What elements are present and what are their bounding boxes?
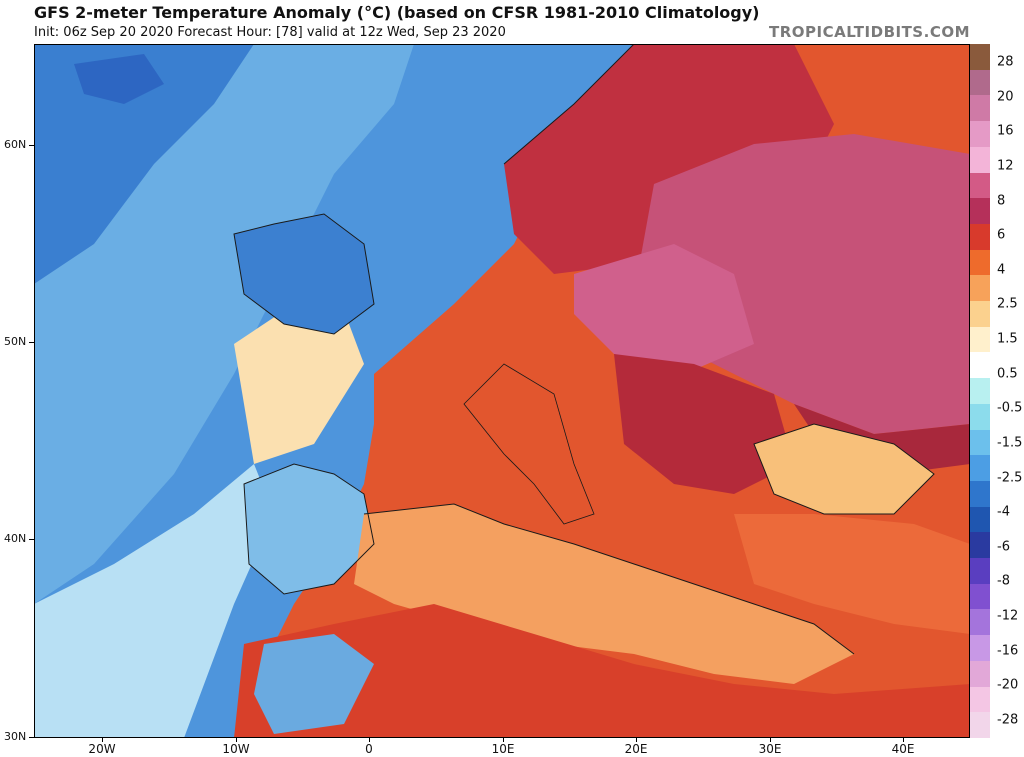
morocco-cool-area [254, 634, 374, 734]
scandinavia-coastline [503, 44, 635, 165]
colorbar-segment [970, 95, 990, 122]
iceland-area [74, 54, 164, 104]
british-isles-cool-area [234, 214, 374, 334]
colorbar-segment [970, 660, 990, 688]
lon-label-30e: 30E [758, 742, 782, 756]
colorbar-segment [970, 198, 990, 225]
british-isles-coastline [233, 213, 375, 335]
colorbar-segment [970, 146, 990, 174]
anomaly-map [34, 44, 970, 738]
tick-mark-10e [503, 738, 504, 742]
colorbar-segment [970, 403, 990, 431]
colorbar-label: -16 [997, 643, 1019, 659]
colorbar-label: 2.5 [997, 296, 1018, 312]
mediterranean-coastline [363, 503, 855, 655]
map-subtitle: Init: 06z Sep 20 2020 Forecast Hour: [78… [34, 25, 506, 40]
scandinavia-anomaly [504, 44, 834, 274]
colorbar-segment [970, 583, 990, 610]
colorbar-label: -1.5 [997, 435, 1023, 451]
colorbar-segment [970, 686, 990, 713]
tick-mark-20w [102, 738, 103, 742]
lon-label-0: 0 [365, 742, 373, 756]
italy-coastline [463, 363, 595, 525]
colorbar-segment [970, 326, 990, 353]
tick-mark-50n [29, 342, 34, 343]
tick-mark-30e [770, 738, 771, 742]
lat-label-60n: 60N [4, 138, 27, 151]
colorbar-label: -2.5 [997, 470, 1023, 486]
colorbar-label: 0.5 [997, 366, 1018, 382]
colorbar-label: 6 [997, 227, 1006, 243]
tick-mark-60n [29, 145, 34, 146]
poland-anomaly [574, 244, 754, 374]
colorbar-label: 28 [997, 54, 1014, 70]
colorbar-segment [970, 223, 990, 251]
lat-label-40n: 40N [4, 532, 27, 545]
colorbar-segment [970, 249, 990, 276]
lon-label-10e: 10E [491, 742, 515, 756]
iberia-coastline [243, 463, 375, 595]
colorbar-segment [970, 506, 990, 533]
colorbar-segment [970, 480, 990, 508]
iberia-cool-area [244, 464, 374, 594]
colorbar-label: 16 [997, 123, 1014, 139]
map-canvas [34, 44, 970, 738]
map-title: GFS 2-meter Temperature Anomaly (°C) (ba… [34, 3, 760, 22]
colorbar-label: -6 [997, 539, 1010, 555]
colorbar-label: -28 [997, 712, 1019, 728]
colorbar-segment [970, 455, 990, 482]
colorbar-label: -8 [997, 573, 1010, 589]
site-watermark: TROPICALTIDBITS.COM [769, 23, 970, 41]
colorbar-segment [970, 558, 990, 585]
colorbar-segment [970, 532, 990, 559]
colorbar [970, 44, 990, 739]
colorbar-label: -20 [997, 677, 1019, 693]
colorbar-segment [970, 429, 990, 456]
tick-mark-40n [29, 539, 34, 540]
lat-label-30n: 30N [4, 730, 27, 743]
colorbar-segment [970, 378, 990, 405]
colorbar-label: 8 [997, 193, 1006, 209]
colorbar-segment [970, 172, 990, 199]
mediterranean-sea [354, 504, 854, 684]
lon-label-20w: 20W [88, 742, 116, 756]
subtropical-atlantic-area [34, 464, 274, 738]
colorbar-label: -12 [997, 608, 1019, 624]
colorbar-segment [970, 712, 990, 739]
balkans-anomaly [614, 354, 794, 494]
colorbar-segment [970, 69, 990, 96]
tick-mark-0 [369, 738, 370, 742]
black-sea-coastline [753, 423, 935, 515]
tick-mark-40e [903, 738, 904, 742]
lon-label-20e: 20E [624, 742, 648, 756]
colorbar-segment [970, 301, 990, 328]
colorbar-segment [970, 635, 990, 662]
tick-mark-30n [29, 737, 34, 738]
far-north-atlantic-area [34, 44, 254, 284]
black-sea [754, 424, 934, 514]
lon-label-40e: 40E [891, 742, 915, 756]
colorbar-segment [970, 352, 990, 379]
colorbar-label: 12 [997, 158, 1014, 174]
colorbar-segment [970, 44, 990, 71]
colorbar-segment [970, 275, 990, 302]
colorbar-label: -0.5 [997, 400, 1023, 416]
colorbar-label: 1.5 [997, 331, 1018, 347]
tick-mark-10w [236, 738, 237, 742]
colorbar-label: -4 [997, 504, 1010, 520]
colorbar-segment [970, 121, 990, 148]
colorbar-segment [970, 609, 990, 636]
turkey-warm-area [734, 514, 970, 634]
colorbar-label: 20 [997, 89, 1014, 105]
tick-mark-20e [636, 738, 637, 742]
lat-label-50n: 50N [4, 335, 27, 348]
lon-label-10w: 10W [222, 742, 250, 756]
colorbar-label: 4 [997, 262, 1006, 278]
north-africa-warm-area [234, 604, 970, 738]
